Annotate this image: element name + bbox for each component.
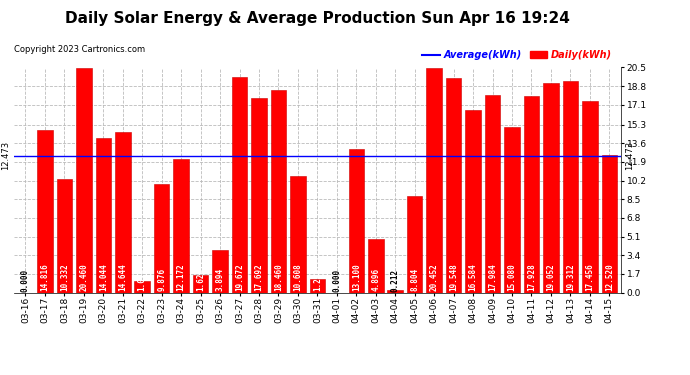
Bar bbox=[388, 290, 403, 292]
Bar bbox=[193, 274, 208, 292]
Text: 20.452: 20.452 bbox=[430, 264, 439, 291]
Text: 0.000: 0.000 bbox=[21, 269, 30, 292]
Text: 3.894: 3.894 bbox=[215, 268, 224, 291]
Bar bbox=[562, 81, 578, 292]
Text: 17.928: 17.928 bbox=[527, 264, 536, 291]
Bar bbox=[543, 83, 559, 292]
Bar bbox=[173, 159, 189, 292]
Text: 12.473: 12.473 bbox=[1, 141, 10, 170]
Text: 1.244: 1.244 bbox=[313, 268, 322, 291]
Bar bbox=[290, 176, 306, 292]
Text: 10.332: 10.332 bbox=[60, 264, 69, 291]
Text: 14.816: 14.816 bbox=[41, 264, 50, 291]
Text: 0.212: 0.212 bbox=[391, 269, 400, 292]
Bar bbox=[368, 239, 384, 292]
Text: 20.460: 20.460 bbox=[79, 264, 88, 291]
Text: 12.473: 12.473 bbox=[625, 141, 634, 170]
Bar bbox=[213, 250, 228, 292]
Text: Copyright 2023 Cartronics.com: Copyright 2023 Cartronics.com bbox=[14, 45, 145, 54]
Bar bbox=[602, 155, 617, 292]
Bar bbox=[426, 68, 442, 292]
Text: Daily Solar Energy & Average Production Sun Apr 16 19:24: Daily Solar Energy & Average Production … bbox=[65, 11, 570, 26]
Bar bbox=[407, 196, 422, 292]
Text: 16.584: 16.584 bbox=[469, 264, 477, 291]
Text: 1.076: 1.076 bbox=[138, 268, 147, 291]
Text: 14.644: 14.644 bbox=[118, 264, 127, 291]
Bar bbox=[37, 130, 52, 292]
Text: 18.460: 18.460 bbox=[274, 264, 283, 291]
Text: 17.456: 17.456 bbox=[585, 264, 594, 291]
Bar bbox=[582, 101, 598, 292]
Bar bbox=[154, 184, 170, 292]
Bar bbox=[115, 132, 130, 292]
Text: 19.672: 19.672 bbox=[235, 264, 244, 291]
Text: 19.548: 19.548 bbox=[449, 264, 458, 291]
Text: 14.044: 14.044 bbox=[99, 264, 108, 291]
Text: 12.520: 12.520 bbox=[605, 264, 614, 291]
Text: 0.000: 0.000 bbox=[333, 269, 342, 292]
Bar bbox=[57, 179, 72, 292]
Bar bbox=[76, 68, 92, 292]
Bar bbox=[348, 149, 364, 292]
Bar bbox=[135, 281, 150, 292]
Text: 8.804: 8.804 bbox=[411, 268, 420, 291]
Text: 17.984: 17.984 bbox=[488, 264, 497, 291]
Text: 17.692: 17.692 bbox=[255, 264, 264, 291]
Text: 10.608: 10.608 bbox=[293, 264, 302, 291]
Text: 1.628: 1.628 bbox=[196, 268, 205, 291]
Legend: Average(kWh), Daily(kWh): Average(kWh), Daily(kWh) bbox=[418, 46, 616, 64]
Text: 19.052: 19.052 bbox=[546, 264, 555, 291]
Bar bbox=[504, 127, 520, 292]
Text: 12.172: 12.172 bbox=[177, 264, 186, 291]
Text: 19.312: 19.312 bbox=[566, 264, 575, 291]
Bar bbox=[270, 90, 286, 292]
Bar bbox=[251, 98, 267, 292]
Bar bbox=[485, 95, 500, 292]
Bar bbox=[232, 76, 247, 292]
Bar bbox=[465, 111, 481, 292]
Text: 13.100: 13.100 bbox=[352, 264, 361, 291]
Text: 9.876: 9.876 bbox=[157, 268, 166, 291]
Bar bbox=[446, 78, 462, 292]
Bar bbox=[310, 279, 325, 292]
Text: 4.896: 4.896 bbox=[371, 268, 380, 291]
Bar bbox=[95, 138, 111, 292]
Text: 15.080: 15.080 bbox=[508, 264, 517, 291]
Bar bbox=[524, 96, 540, 292]
